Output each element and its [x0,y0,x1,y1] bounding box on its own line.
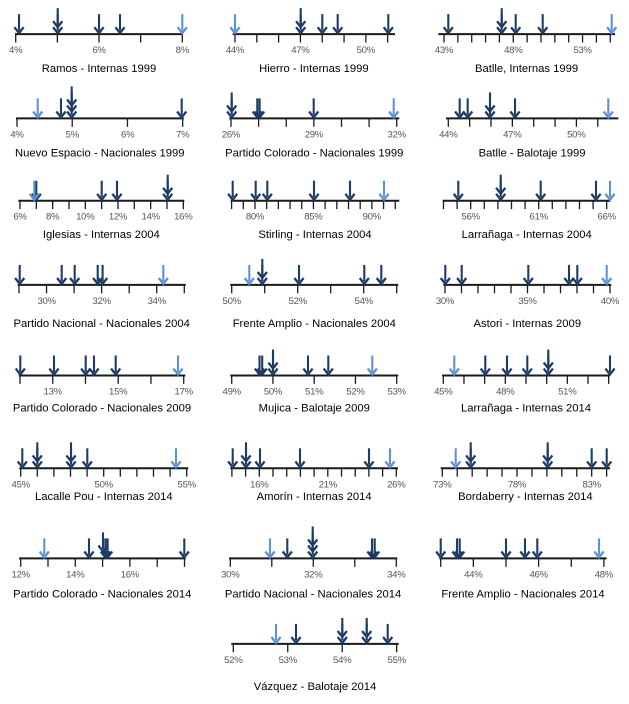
svg-text:43%: 43% [435,45,454,56]
svg-text:34%: 34% [387,569,406,580]
svg-text:85%: 85% [304,212,323,223]
svg-text:40%: 40% [601,296,620,307]
svg-text:21%: 21% [319,479,338,490]
svg-text:14%: 14% [142,212,161,223]
svg-text:8%: 8% [176,45,190,56]
svg-text:Lacalle Pou - Internas 2014: Lacalle Pou - Internas 2014 [35,491,173,503]
svg-text:16%: 16% [121,569,140,580]
svg-text:5%: 5% [66,129,80,140]
svg-text:14%: 14% [66,569,85,580]
svg-text:32%: 32% [388,129,407,140]
svg-text:Partido Colorado - Nacionales: Partido Colorado - Nacionales 1999 [225,147,403,159]
svg-text:15%: 15% [109,387,128,398]
svg-text:12%: 12% [12,569,31,580]
svg-text:Hierro - Internas 1999: Hierro - Internas 1999 [259,63,368,75]
svg-text:Partido Colorado - Nacionales: Partido Colorado - Nacionales 2009 [13,403,191,415]
svg-text:26%: 26% [387,479,406,490]
svg-text:12%: 12% [109,212,128,223]
svg-text:Nuevo Espacio - Nacionales 199: Nuevo Espacio - Nacionales 1999 [15,147,184,159]
svg-text:55%: 55% [388,655,407,666]
svg-text:48%: 48% [595,569,614,580]
svg-text:Larrañaga - Internas 2004: Larrañaga - Internas 2004 [462,229,592,241]
svg-text:Frente Amplio - Nacionales 200: Frente Amplio - Nacionales 2004 [233,318,396,330]
svg-text:Batlle, Internas 1999: Batlle, Internas 1999 [475,63,578,75]
svg-text:52%: 52% [289,296,308,307]
svg-text:50%: 50% [223,296,242,307]
svg-text:10%: 10% [76,212,95,223]
svg-text:Amorín - Internas 2014: Amorín - Internas 2014 [257,491,372,503]
svg-text:4%: 4% [9,45,23,56]
svg-text:53%: 53% [388,387,407,398]
svg-text:16%: 16% [174,212,193,223]
svg-text:52%: 52% [346,387,365,398]
svg-text:78%: 78% [508,479,527,490]
svg-text:47%: 47% [503,129,522,140]
svg-text:66%: 66% [598,212,617,223]
svg-text:56%: 56% [462,212,481,223]
svg-text:51%: 51% [558,387,577,398]
svg-text:13%: 13% [44,387,63,398]
svg-text:8%: 8% [46,212,60,223]
svg-text:49%: 49% [223,387,242,398]
svg-text:Larrañaga - Internas 2014: Larrañaga - Internas 2014 [461,403,591,415]
svg-text:51%: 51% [305,387,324,398]
svg-text:4%: 4% [10,129,24,140]
svg-text:50%: 50% [357,45,376,56]
svg-text:26%: 26% [222,129,241,140]
svg-text:44%: 44% [439,129,458,140]
svg-text:Batlle - Balotaje 1999: Batlle - Balotaje 1999 [479,147,586,159]
svg-text:Partido Nacional - Nacionales: Partido Nacional - Nacionales 2004 [14,318,190,330]
svg-text:45%: 45% [434,387,453,398]
svg-text:46%: 46% [529,569,548,580]
svg-text:Partido Colorado - Nacionales: Partido Colorado - Nacionales 2014 [13,589,191,601]
svg-text:Astori - Internas 2009: Astori - Internas 2009 [474,318,582,330]
svg-text:54%: 54% [355,296,374,307]
svg-text:44%: 44% [226,45,245,56]
svg-text:50%: 50% [95,479,114,490]
svg-text:53%: 53% [573,45,592,56]
svg-text:61%: 61% [530,212,549,223]
svg-text:45%: 45% [12,479,31,490]
svg-text:6%: 6% [92,45,106,56]
svg-text:48%: 48% [496,387,515,398]
svg-text:30%: 30% [436,296,455,307]
svg-text:7%: 7% [176,129,190,140]
svg-text:53%: 53% [279,655,298,666]
svg-text:47%: 47% [291,45,310,56]
svg-text:6%: 6% [121,129,135,140]
svg-text:Ramos - Internas 1999: Ramos - Internas 1999 [42,63,156,75]
svg-text:44%: 44% [464,569,483,580]
svg-text:Partido Nacional - Nacionales: Partido Nacional - Nacionales 2014 [225,589,401,601]
svg-text:16%: 16% [250,479,269,490]
svg-text:48%: 48% [504,45,523,56]
svg-text:83%: 83% [583,479,602,490]
svg-text:Mujica - Balotaje 2009: Mujica - Balotaje 2009 [259,403,370,415]
svg-text:35%: 35% [518,296,537,307]
svg-text:Vázquez - Balotaje 2014: Vázquez - Balotaje 2014 [254,681,377,693]
svg-text:34%: 34% [148,296,167,307]
svg-text:Iglesias - Internas 2004: Iglesias - Internas 2004 [43,229,160,241]
svg-text:Bordaberry - Internas 2014: Bordaberry - Internas 2014 [458,491,592,503]
svg-text:90%: 90% [363,212,382,223]
svg-text:52%: 52% [224,655,243,666]
svg-text:17%: 17% [175,387,194,398]
svg-text:Stirling - Internas 2004: Stirling - Internas 2004 [258,229,371,241]
svg-text:73%: 73% [433,479,452,490]
svg-text:30%: 30% [37,296,56,307]
svg-text:29%: 29% [305,129,324,140]
svg-text:80%: 80% [246,212,265,223]
svg-text:54%: 54% [333,655,352,666]
svg-text:Frente Amplio - Nacionales 201: Frente Amplio - Nacionales 2014 [441,589,604,601]
svg-text:6%: 6% [13,212,27,223]
svg-text:55%: 55% [178,479,197,490]
svg-text:30%: 30% [221,569,240,580]
svg-text:50%: 50% [567,129,586,140]
svg-text:32%: 32% [93,296,112,307]
svg-text:50%: 50% [264,387,283,398]
svg-text:32%: 32% [304,569,323,580]
